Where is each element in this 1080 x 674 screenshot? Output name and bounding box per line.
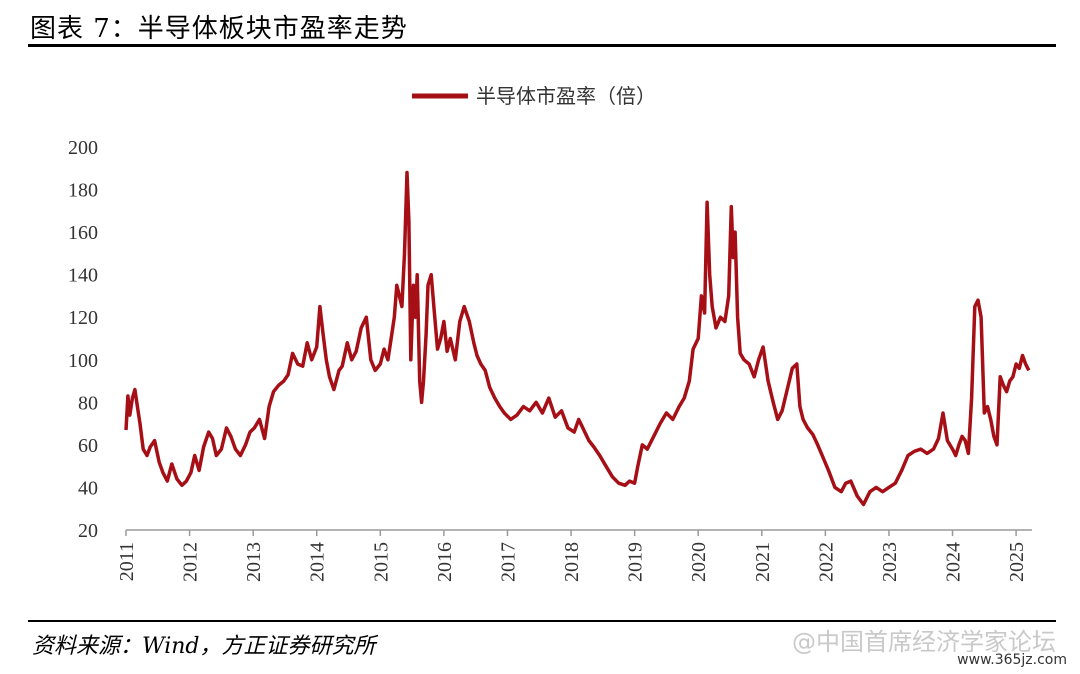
watermark: @中国首席经济学家论坛 [792, 628, 1056, 656]
x-tick-label: 2021 [752, 542, 774, 582]
x-tick-label: 2024 [943, 542, 965, 582]
x-tick-label: 2023 [879, 542, 901, 582]
x-axis-tick-labels: 2011 2012 2013 2014 2015 2016 2017 2018 2019 2020… [116, 542, 1028, 582]
y-tick-label: 40 [78, 477, 98, 499]
y-tick-label: 160 [68, 222, 98, 244]
y-tick-label: 60 [78, 435, 98, 457]
y-tick-label: 80 [78, 392, 98, 414]
x-tick-label: 2015 [370, 542, 392, 582]
source-note: 资料来源：Wind，方正证券研究所 [32, 634, 376, 659]
x-tick-label: 2020 [688, 542, 710, 582]
title-rule [28, 44, 1056, 47]
x-tick-label: 2011 [116, 542, 138, 581]
legend-label: 半导体市盈率（倍） [476, 84, 656, 108]
watermark-url: www.365jz.com [954, 652, 1070, 668]
line-chart: 半导体市盈率（倍） 20 40 60 80 100 120 140 160 180 200 201… [68, 84, 1032, 582]
x-tick-label: 2016 [434, 542, 456, 582]
x-tick-label: 2019 [625, 542, 647, 582]
y-axis-tick-labels: 20 40 60 80 100 120 140 160 180 200 [68, 137, 98, 542]
series-line-pe-ratio [124, 170, 1031, 507]
x-tick-label: 2014 [307, 542, 329, 582]
y-tick-label: 20 [78, 520, 98, 542]
legend: 半导体市盈率（倍） [412, 84, 656, 108]
x-tick-label: 2018 [561, 542, 583, 582]
y-tick-label: 200 [68, 137, 98, 159]
x-tick-label: 2012 [180, 542, 202, 582]
figure-title: 图表 7：半导体板块市盈率走势 [30, 14, 408, 44]
x-tick-label: 2013 [243, 542, 265, 582]
x-tick-label: 2022 [815, 542, 837, 582]
y-tick-label: 180 [68, 180, 98, 202]
x-tick-label: 2017 [497, 542, 519, 582]
source-rule [28, 620, 1056, 622]
y-tick-label: 100 [68, 350, 98, 372]
x-tick-label: 2025 [1006, 542, 1028, 582]
axes [125, 529, 1032, 536]
y-tick-label: 140 [68, 265, 98, 287]
y-tick-label: 120 [68, 307, 98, 329]
